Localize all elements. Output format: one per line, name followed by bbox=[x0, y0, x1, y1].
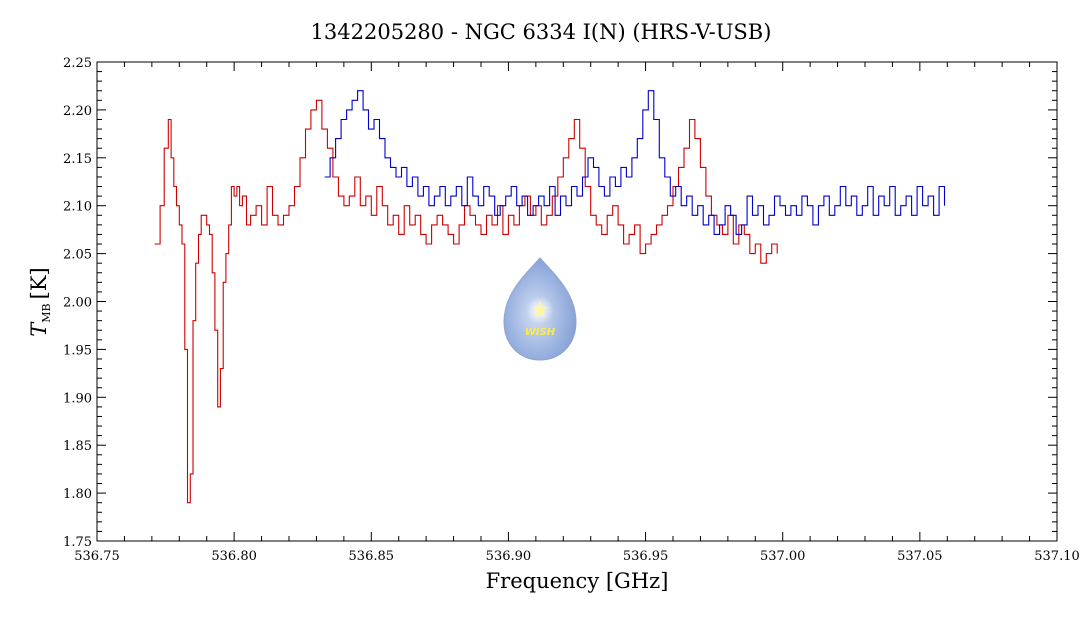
y-axis-title: TMB [K] bbox=[27, 267, 53, 336]
x-axis-title: Frequency [GHz] bbox=[486, 569, 669, 593]
series-red-line bbox=[154, 99, 778, 504]
svg-text:TMB[K]: TMB [K] bbox=[27, 267, 53, 336]
plot-frame bbox=[96, 61, 1058, 542]
chart-title: 1342205280 - NGC 6334 I(N) (HRS-V-USB) bbox=[311, 20, 772, 44]
x-axis-ticks bbox=[96, 62, 1058, 541]
star-icon bbox=[531, 300, 549, 318]
y-axis-title-sub: MB bbox=[40, 303, 53, 322]
y-tick-label: 1.80 bbox=[63, 487, 92, 502]
y-tick-label: 2.00 bbox=[63, 296, 92, 311]
y-tick-label: 2.15 bbox=[63, 152, 92, 167]
y-axis-title-main: T bbox=[27, 321, 51, 337]
x-tick-label: 537.05 bbox=[897, 549, 943, 564]
wish-logo-text: WISH bbox=[525, 327, 556, 338]
y-tick-label: 2.05 bbox=[63, 248, 92, 263]
x-tick-label: 536.75 bbox=[74, 549, 120, 564]
y-tick-label: 2.20 bbox=[63, 104, 92, 119]
y-axis-tick-labels: 1.75 1.80 1.85 1.90 1.95 2.00 2.05 2.10 2.15 2.20… bbox=[63, 56, 92, 550]
y-axis-ticks bbox=[97, 61, 1057, 542]
y-axis-title-unit: [K] bbox=[27, 267, 51, 299]
x-tick-label: 536.90 bbox=[486, 549, 532, 564]
x-axis-tick-labels: 536.75 536.80 536.85 536.90 536.95 537.00 537.… bbox=[74, 549, 1080, 564]
spectrum-series bbox=[154, 90, 946, 504]
y-tick-label: 2.25 bbox=[63, 56, 92, 71]
y-tick-label: 2.10 bbox=[63, 200, 92, 215]
x-tick-label: 536.85 bbox=[349, 549, 395, 564]
x-tick-label: 536.95 bbox=[623, 549, 669, 564]
y-tick-label: 1.95 bbox=[63, 343, 92, 358]
wish-logo: WISH bbox=[503, 257, 577, 361]
x-tick-label: 537.10 bbox=[1034, 549, 1080, 564]
y-tick-label: 1.85 bbox=[63, 439, 92, 454]
x-tick-label: 536.80 bbox=[211, 549, 257, 564]
series-blue-line bbox=[324, 90, 946, 235]
x-tick-label: 537.00 bbox=[760, 549, 806, 564]
y-tick-label: 1.75 bbox=[63, 535, 92, 550]
y-tick-label: 1.90 bbox=[63, 391, 92, 406]
